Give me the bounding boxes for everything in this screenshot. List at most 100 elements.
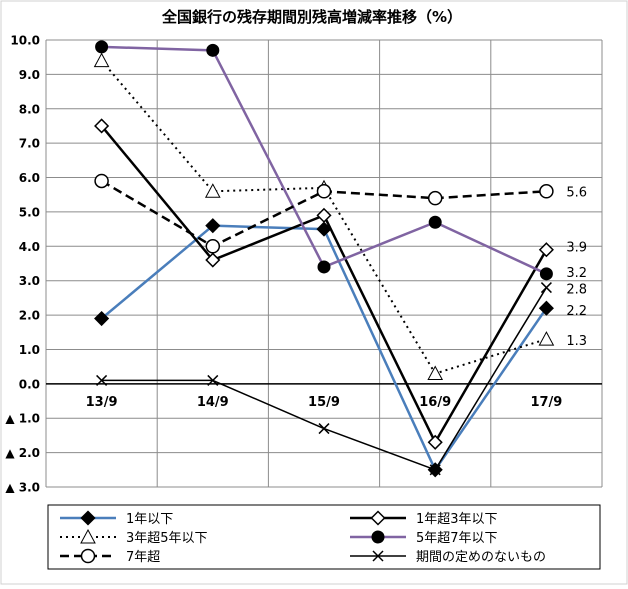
end-label: 5.6	[566, 185, 587, 200]
legend-item: 1年以下	[60, 510, 173, 527]
legend-marker	[80, 548, 96, 564]
legend-marker	[80, 528, 96, 544]
legend-label: 1年以下	[126, 512, 173, 527]
marker-shape	[538, 331, 555, 346]
data-point	[539, 184, 554, 199]
marker-shape	[80, 528, 96, 544]
legend-marker	[370, 510, 386, 526]
marker-shape	[540, 282, 552, 294]
y-tick-label: 4.0	[19, 240, 40, 254]
data-point	[428, 215, 442, 229]
data-point	[538, 242, 554, 258]
marker-shape	[94, 173, 109, 189]
data-point	[94, 310, 110, 327]
data-point	[204, 183, 221, 198]
x-tick-label: 14/9	[197, 395, 229, 410]
x-tick-label: 16/9	[419, 395, 451, 410]
x-tick-label: 17/9	[530, 395, 562, 410]
marker-shape	[94, 118, 110, 134]
y-tick-label: 10.0	[10, 34, 40, 48]
marker-shape	[316, 184, 332, 199]
legend-item: 1年超3年以下	[350, 510, 498, 527]
y-tick-label: ▲ 2.0	[5, 446, 40, 460]
legend-label: 期間の定めのないもの	[416, 550, 546, 565]
data-point	[207, 374, 219, 386]
data-point	[95, 40, 109, 54]
marker-shape	[95, 40, 109, 54]
data-point	[538, 331, 555, 346]
data-point	[316, 184, 332, 199]
legend-label: 3年超5年以下	[126, 531, 208, 546]
marker-shape	[94, 310, 110, 327]
legend: 1年以下 1年超3年以下 3年超5年以下 5年超7年以下 7年超 期間の定めのないもの	[47, 504, 601, 570]
marker-shape	[538, 242, 554, 258]
data-point	[206, 43, 220, 57]
data-point	[427, 434, 443, 450]
data-point	[205, 239, 221, 254]
legend-marker	[371, 530, 385, 544]
legend-label: 5年超7年以下	[416, 531, 498, 546]
data-point	[427, 365, 444, 381]
y-tick-label: 1.0	[19, 343, 40, 357]
x-tick-label: 13/9	[86, 395, 118, 410]
series-4	[94, 173, 554, 254]
marker-shape	[316, 207, 332, 223]
marker-shape	[539, 184, 554, 199]
data-point	[205, 218, 221, 234]
marker-shape	[428, 215, 442, 229]
marker-shape	[372, 550, 384, 562]
y-tick-label: 8.0	[19, 102, 40, 116]
marker-shape	[204, 183, 221, 198]
y-tick-label: 9.0	[19, 68, 40, 82]
y-tick-label: ▲ 1.0	[5, 412, 40, 426]
marker-shape	[429, 464, 441, 476]
series-1	[94, 118, 554, 450]
legend-item: 3年超5年以下	[60, 528, 208, 546]
y-tick-label: 3.0	[19, 274, 40, 288]
y-tick-label: 7.0	[19, 137, 40, 151]
legend-label: 1年超3年以下	[416, 512, 498, 527]
chart-title: 全国銀行の残存期間別残高増減率推移（%）	[161, 8, 462, 26]
legend-item: 5年超7年以下	[350, 530, 498, 546]
marker-shape	[206, 43, 220, 57]
x-tick-label: 15/9	[308, 395, 340, 410]
marker-shape	[207, 374, 219, 386]
data-point	[429, 464, 441, 476]
marker-shape	[427, 190, 443, 206]
marker-shape	[318, 423, 330, 435]
y-tick-label: 5.0	[19, 205, 40, 219]
marker-shape	[370, 510, 386, 526]
data-point	[316, 207, 332, 223]
data-point	[94, 118, 110, 134]
marker-shape	[371, 530, 385, 544]
marker-shape	[80, 510, 96, 526]
data-point	[93, 52, 110, 68]
data-point	[538, 300, 554, 316]
legend-label: 7年超	[126, 550, 160, 565]
end-label: 2.8	[566, 283, 587, 298]
marker-shape	[427, 434, 443, 450]
y-tick-label: 0.0	[19, 377, 40, 391]
end-label: 1.3	[566, 334, 587, 349]
series-3	[95, 40, 553, 281]
legend-marker	[372, 550, 384, 562]
marker-shape	[80, 548, 96, 564]
legend-item: 7年超	[60, 548, 160, 565]
legend-item: 期間の定めのないもの	[350, 550, 546, 565]
legend-box	[47, 504, 601, 570]
marker-shape	[96, 374, 108, 386]
marker-shape	[538, 300, 554, 316]
y-tick-label: ▲ 3.0	[5, 481, 40, 495]
marker-shape	[317, 260, 331, 274]
marker-shape	[205, 218, 221, 234]
data-point	[96, 374, 108, 386]
end-label: 2.2	[566, 304, 587, 319]
data-point	[540, 282, 552, 294]
marker-shape	[205, 239, 221, 254]
data-point	[205, 252, 221, 268]
data-point	[317, 260, 331, 274]
marker-shape	[427, 365, 444, 381]
